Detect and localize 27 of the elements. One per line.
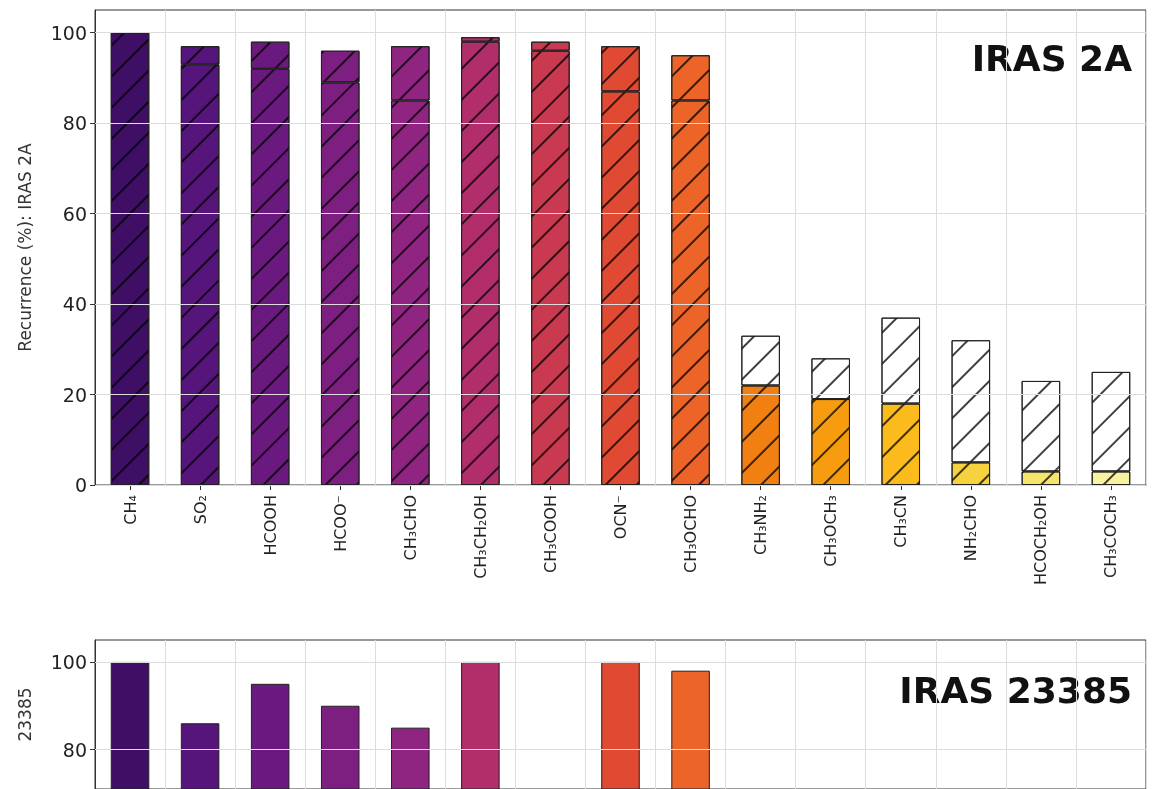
y-axis-title: Recurrence (%): IRAS 2A <box>14 142 35 352</box>
x-tick-label: CH₃COCH₃ <box>1101 495 1121 578</box>
x-tick-label: HCOOH <box>260 495 280 556</box>
y-tick-label: 80 <box>62 738 87 761</box>
x-tick-label: SO₂ <box>190 495 210 525</box>
x-tick-label: CH₃CHO <box>400 495 420 561</box>
annotation: IRAS 2A <box>971 37 1133 79</box>
y-tick-label: 100 <box>50 650 87 673</box>
y-tick-label: 80 <box>62 112 87 135</box>
y-tick-label: 0 <box>74 474 87 496</box>
y-tick-label: 20 <box>62 383 87 406</box>
annotation: IRAS 23385 <box>899 669 1133 711</box>
x-tick-label: CH₃OCHO <box>681 495 701 574</box>
x-tick-label: HCOCH₂OH <box>1031 495 1051 586</box>
y-tick-label: 40 <box>62 293 87 316</box>
x-tick-label: HCOO⁻ <box>330 495 350 552</box>
y-axis-title: 23385 <box>14 687 35 742</box>
x-tick-label: OCN⁻ <box>611 495 630 540</box>
x-tick-label: CH₃NH₂ <box>751 495 771 556</box>
x-tick-label: CH₄ <box>120 495 140 525</box>
x-tick-label: CH₃CH₂OH <box>470 495 490 579</box>
x-tick-label: CH₃COOH <box>540 495 560 574</box>
y-tick-label: 60 <box>62 202 87 225</box>
x-tick-label: CH₃CN <box>891 495 911 548</box>
x-tick-label: NH₂CHO <box>961 495 981 562</box>
y-tick-label: 100 <box>50 21 87 44</box>
x-tick-label: CH₃OCH₃ <box>821 495 841 567</box>
